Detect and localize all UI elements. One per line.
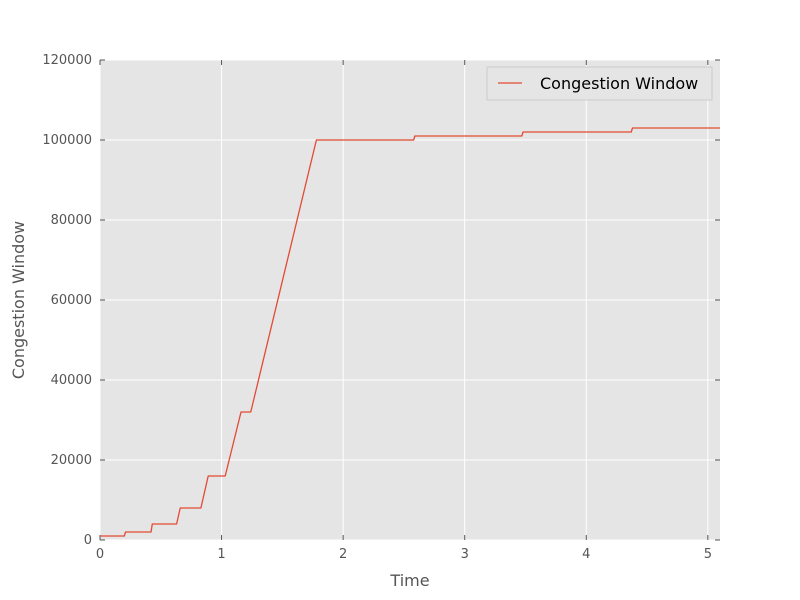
axis-ticks — [99, 59, 720, 541]
y-tick-label: 0 — [84, 533, 92, 548]
series-line-congestion-window — [100, 127, 720, 537]
y-tick-label: 80000 — [51, 213, 92, 228]
legend-label-congestion-window: Congestion Window — [540, 74, 698, 93]
x-tick-label: 0 — [96, 547, 104, 562]
y-tick-label: 100000 — [42, 133, 92, 148]
x-tick-label: 1 — [217, 547, 225, 562]
x-axis-label: Time — [389, 571, 429, 590]
x-tick-label: 4 — [582, 547, 590, 562]
legend-box — [486, 66, 713, 101]
x-tick-label: 3 — [461, 547, 469, 562]
y-axis-label: Congestion Window — [9, 221, 28, 379]
y-tick-label: 40000 — [51, 373, 92, 388]
x-tick-label: 2 — [339, 547, 347, 562]
y-tick-label: 120000 — [42, 53, 92, 68]
x-tick-label: 5 — [704, 547, 712, 562]
series-lines — [100, 127, 720, 537]
y-tick-label: 60000 — [51, 293, 92, 308]
tick-labels: 0 1 2 3 4 5 0 20000 40000 60000 80000 100000 120000 — [42, 53, 712, 562]
y-tick-label: 20000 — [51, 453, 92, 468]
legend: Congestion Window — [486, 66, 713, 101]
